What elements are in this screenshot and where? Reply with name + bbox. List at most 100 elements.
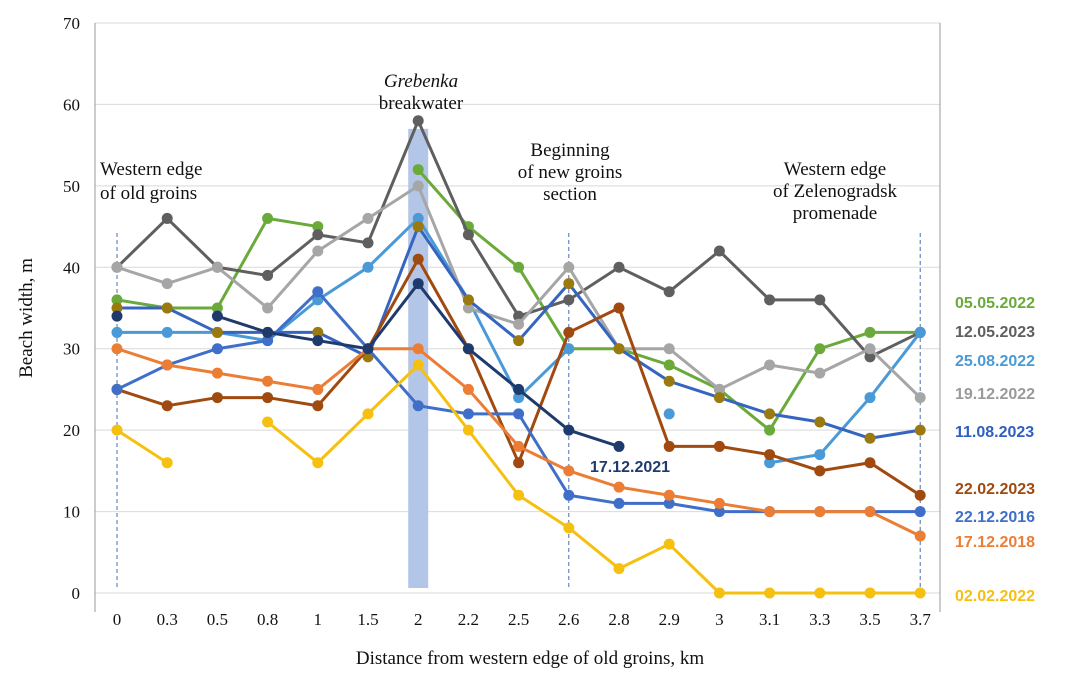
data-point [713,392,725,404]
data-point [864,351,876,363]
data-point [563,465,575,477]
data-point [613,261,625,273]
data-point [161,302,173,314]
data-point [864,506,876,518]
data-point [814,506,826,518]
data-point [211,261,223,273]
data-point [513,310,525,322]
data-point [462,408,474,420]
data-point [312,400,324,412]
data-point [161,278,173,290]
data-point [814,449,826,461]
data-point [262,326,274,338]
legend-label: 17.12.2018 [955,534,1035,551]
data-point [312,286,324,298]
x-tick-label: 3.3 [809,610,830,629]
data-point [864,432,876,444]
data-point [312,335,324,347]
x-tick-label: 1 [314,610,323,629]
data-point [462,229,474,241]
data-point [362,237,374,249]
x-tick-label: 2.9 [659,610,680,629]
data-point [362,408,374,420]
data-point [312,383,324,395]
data-point [312,221,324,233]
y-tick-label: 40 [63,258,80,277]
data-point [513,489,525,501]
data-point [362,212,374,224]
data-point [262,416,274,428]
data-point [613,302,625,314]
data-point [513,408,525,420]
data-point [914,424,926,436]
data-point [111,424,123,436]
data-point [713,440,725,452]
y-tick-label: 0 [72,584,81,603]
x-tick-label: 0.8 [257,610,278,629]
data-point [864,587,876,599]
x-tick-label: 2 [414,610,423,629]
x-tick-label: 1.5 [357,610,378,629]
annotation-grebenka: Grebenka breakwater [379,71,464,114]
x-tick-label: 2.6 [558,610,579,629]
x-tick-label: 3.1 [759,610,780,629]
data-point [713,587,725,599]
data-point [814,465,826,477]
x-axis-label: Distance from western edge of old groins… [356,648,704,669]
data-point [563,424,575,436]
data-point [814,343,826,355]
data-point [613,481,625,493]
data-point [111,310,123,322]
legend-label: 05.05.2022 [955,295,1035,312]
legend-label: 25.08.2022 [955,353,1035,370]
x-tick-label: 3.7 [910,610,932,629]
data-point [111,383,123,395]
data-point [764,359,776,371]
legend-label: 02.02.2022 [955,588,1035,605]
y-tick-label: 50 [63,177,80,196]
data-point [161,457,173,469]
data-point [663,408,675,420]
annotation-promenade: Western edge of Zelenogradsk promenade [773,159,897,224]
legend-label: 17.12.2021 [590,459,670,476]
legend-label: 22.12.2016 [955,509,1035,526]
data-point [814,587,826,599]
data-point [312,457,324,469]
data-point [211,343,223,355]
data-point [663,343,675,355]
data-point [412,115,424,127]
data-point [764,408,776,420]
y-tick-label: 60 [63,95,80,114]
legend-label: 22.02.2023 [955,481,1035,498]
data-point [312,245,324,257]
data-point [663,440,675,452]
data-point [262,335,274,347]
data-point [864,392,876,404]
data-point [914,530,926,542]
data-point [362,351,374,363]
data-point [713,383,725,395]
data-point [663,359,675,371]
data-point [312,294,324,306]
data-point [613,343,625,355]
data-point [713,506,725,518]
data-point [161,400,173,412]
legend-label: 11.08.2023 [955,424,1034,441]
data-point [563,294,575,306]
data-point [161,326,173,338]
data-point [161,359,173,371]
data-point [262,269,274,281]
y-axis-label: Beach width, m [16,258,37,378]
data-point [111,302,123,314]
data-point [513,440,525,452]
x-tick-label: 0.3 [157,610,178,629]
series-22.02.2023 [111,253,926,501]
x-tick-label: 3.5 [859,610,880,629]
data-point [412,278,424,290]
data-point [764,587,776,599]
data-point [462,294,474,306]
data-point [262,392,274,404]
x-tick-label: 2.8 [608,610,629,629]
data-point [764,294,776,306]
